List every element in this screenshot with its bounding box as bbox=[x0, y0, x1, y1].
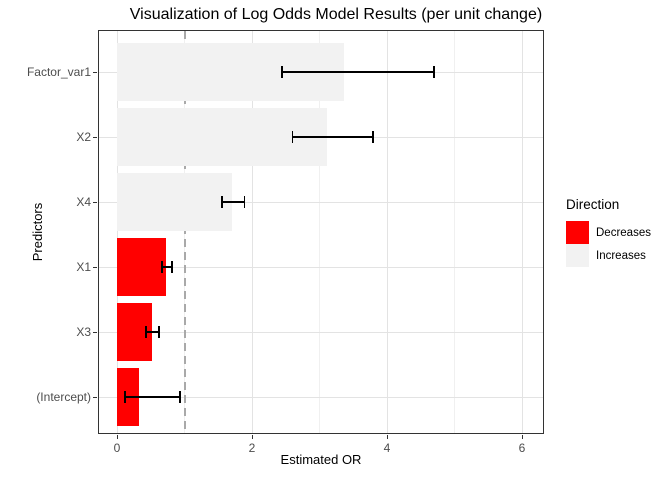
y-tick-label-Factor_var1: Factor_var1 bbox=[26, 65, 91, 79]
errorbar-cap-high-X2 bbox=[371, 131, 374, 143]
errorbar-cap-low-X1 bbox=[161, 261, 164, 273]
reference-line-or1 bbox=[183, 31, 186, 433]
errorbar-line-X2 bbox=[292, 136, 373, 138]
legend-label-increases: Increases bbox=[596, 249, 646, 262]
gridline-x-major-2 bbox=[251, 31, 253, 433]
x-tick-label-6: 6 bbox=[518, 441, 526, 455]
chart-panel bbox=[98, 30, 544, 434]
legend-swatch-decreases bbox=[566, 221, 589, 244]
errorbar-cap-low-X3 bbox=[145, 326, 147, 338]
y-tick-X1 bbox=[93, 267, 97, 268]
legend: Direction Decreases Increases bbox=[566, 197, 651, 267]
gridline-x-major-6 bbox=[521, 31, 523, 433]
errorbar-cap-low-Factor_var1 bbox=[280, 66, 283, 78]
legend-entry-decreases: Decreases bbox=[566, 221, 651, 244]
errorbar-cap-high-X1 bbox=[170, 261, 173, 273]
errorbar-line-X3 bbox=[146, 331, 159, 333]
legend-entry-increases: Increases bbox=[566, 244, 651, 267]
gridline-y-X4 bbox=[99, 201, 543, 203]
gridline-x-minor-5 bbox=[454, 31, 455, 433]
y-tick-X2 bbox=[93, 137, 97, 138]
errorbar-line-Factor_var1 bbox=[281, 71, 435, 73]
bar-X4 bbox=[117, 173, 232, 231]
gridline-y-X1 bbox=[99, 266, 543, 268]
x-tick-0 bbox=[117, 435, 118, 439]
errorbar-cap-high-Factor_var1 bbox=[433, 66, 436, 78]
errorbar-line-X1 bbox=[162, 266, 172, 268]
y-tick-label-X4: X4 bbox=[76, 195, 91, 209]
y-tick-(Intercept) bbox=[93, 397, 97, 398]
x-tick-label-2: 2 bbox=[248, 441, 256, 455]
gridline-y-X3 bbox=[99, 331, 543, 333]
y-tick-label-(Intercept): (Intercept) bbox=[36, 390, 91, 404]
x-axis-title: Estimated OR bbox=[280, 452, 362, 467]
errorbar-cap-high-X3 bbox=[157, 326, 160, 338]
x-tick-2 bbox=[252, 435, 253, 439]
x-tick-6 bbox=[522, 435, 523, 439]
errorbar-line-X4 bbox=[222, 201, 245, 203]
y-tick-X3 bbox=[93, 332, 97, 333]
plot-title: Visualization of Log Odds Model Results … bbox=[129, 6, 543, 23]
gridline-x-major-0 bbox=[116, 31, 118, 433]
x-tick-label-0: 0 bbox=[113, 441, 121, 455]
y-axis-title: Predictors bbox=[30, 202, 45, 262]
x-tick-4 bbox=[387, 435, 388, 439]
y-tick-label-X3: X3 bbox=[76, 325, 91, 339]
legend-title: Direction bbox=[566, 197, 620, 212]
x-tick-label-4: 4 bbox=[383, 441, 391, 455]
gridline-x-major-4 bbox=[386, 31, 388, 433]
errorbar-cap-low-(Intercept) bbox=[124, 391, 126, 403]
y-tick-label-X1: X1 bbox=[76, 260, 91, 274]
bar-X1 bbox=[117, 238, 167, 296]
y-tick-Factor_var1 bbox=[93, 72, 97, 73]
y-tick-X4 bbox=[93, 202, 97, 203]
errorbar-cap-high-(Intercept) bbox=[178, 391, 181, 403]
errorbar-cap-high-X4 bbox=[243, 196, 246, 208]
errorbar-cap-low-X2 bbox=[291, 131, 294, 143]
y-tick-label-X2: X2 bbox=[76, 130, 91, 144]
legend-label-decreases: Decreases bbox=[596, 226, 651, 239]
legend-swatch-increases bbox=[566, 244, 589, 267]
gridline-y-(Intercept) bbox=[99, 396, 543, 398]
errorbar-line-(Intercept) bbox=[125, 396, 180, 398]
errorbar-cap-low-X4 bbox=[221, 196, 224, 208]
gridline-x-minor-3 bbox=[319, 31, 320, 433]
